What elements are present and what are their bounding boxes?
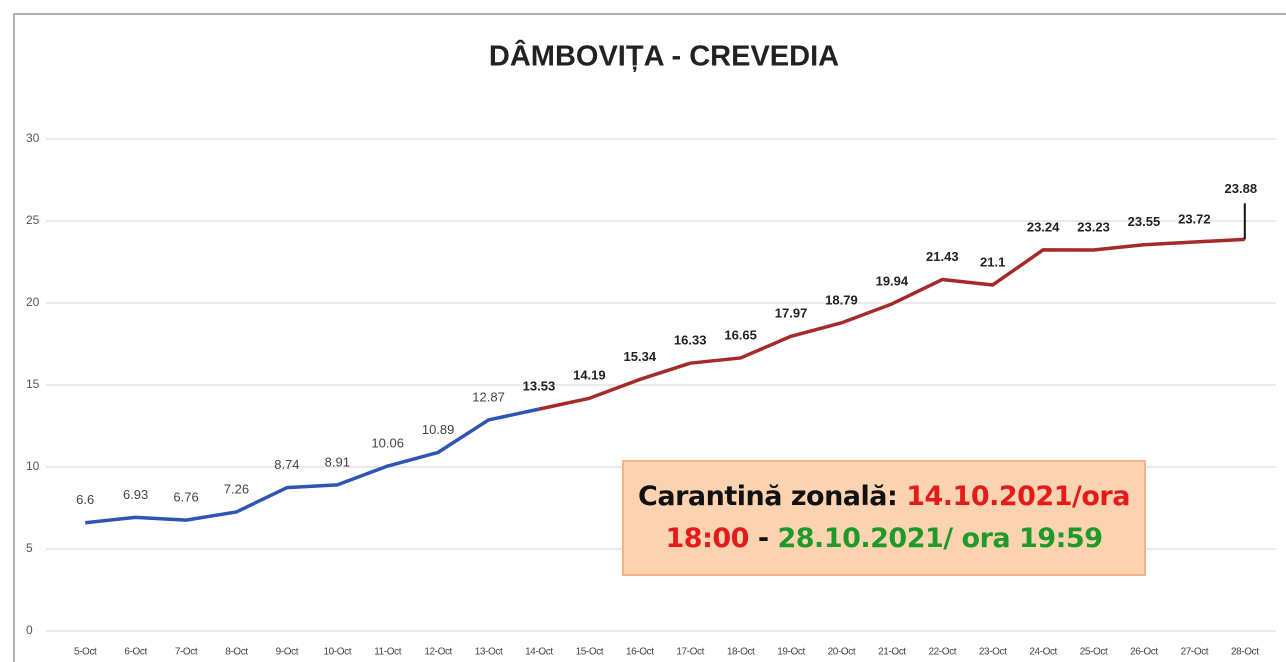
data-label: 17.97: [775, 306, 808, 321]
x-tick-label: 28-Oct: [1231, 647, 1259, 658]
data-label: 8.91: [325, 454, 350, 469]
x-tick-label: 9-Oct: [276, 647, 299, 658]
y-tick-label: 5: [26, 541, 33, 555]
y-tick-label: 20: [26, 295, 40, 309]
data-label: 18.79: [825, 292, 858, 307]
data-label: 12.87: [472, 389, 505, 404]
x-tick-label: 13-Oct: [475, 647, 503, 658]
data-label: 8.74: [274, 457, 299, 472]
x-tick-label: 25-Oct: [1080, 647, 1108, 658]
x-tick-label: 18-Oct: [727, 647, 755, 658]
annotation-text: 14.10.2021/ora: [906, 481, 1130, 512]
data-label: 23.24: [1027, 219, 1060, 234]
chart-title: DÂMBOVIȚA - CREVEDIA: [489, 39, 839, 73]
x-tick-label: 19-Oct: [777, 647, 805, 658]
x-tick-label: 23-Oct: [979, 647, 1007, 658]
data-label: 21.1: [980, 254, 1005, 269]
data-label: 21.43: [926, 249, 959, 264]
x-tick-label: 24-Oct: [1029, 647, 1057, 658]
data-label: 23.23: [1077, 219, 1110, 234]
data-label: 10.06: [371, 435, 404, 450]
x-tick-label: 22-Oct: [928, 647, 956, 658]
x-tick-label: 16-Oct: [626, 647, 654, 658]
data-label: 23.88: [1225, 181, 1258, 196]
data-label: 10.89: [422, 422, 455, 437]
chart-frame: [13, 13, 1286, 662]
x-tick-label: 7-Oct: [175, 647, 198, 658]
y-tick-label: 30: [26, 131, 40, 145]
x-tick-label: 15-Oct: [576, 647, 604, 658]
x-tick-label: 11-Oct: [374, 647, 401, 658]
data-label: 6.76: [173, 490, 198, 505]
data-label: 6.93: [123, 487, 148, 502]
data-label: 13.53: [523, 379, 556, 394]
series-line: [85, 407, 540, 525]
x-tick-label: 6-Oct: [124, 647, 147, 658]
y-tick-label: 25: [26, 213, 40, 227]
annotation-line: Carantină zonală: 14.10.2021/ora: [638, 476, 1130, 518]
y-tick-label: 15: [26, 377, 40, 391]
data-label: 13.53: [523, 379, 556, 394]
data-label: 14.19: [573, 368, 606, 383]
data-label: 15.34: [624, 349, 657, 364]
x-tick-label: 21-Oct: [878, 647, 906, 658]
data-label: 16.33: [674, 333, 707, 348]
x-tick-label: 10-Oct: [323, 647, 351, 658]
data-label: 6.6: [76, 492, 94, 507]
x-tick-label: 27-Oct: [1181, 647, 1209, 658]
x-tick-label: 26-Oct: [1130, 647, 1158, 658]
x-tick-label: 8-Oct: [225, 647, 248, 658]
data-label: 7.26: [224, 481, 249, 496]
y-tick-label: 0: [26, 623, 33, 637]
data-label: 23.55: [1128, 214, 1161, 229]
x-tick-label: 20-Oct: [828, 647, 856, 658]
x-tick-label: 5-Oct: [74, 647, 97, 658]
annotation-line: 18:00 - 28.10.2021/ ora 19:59: [666, 518, 1103, 560]
annotation-text: Carantină zonală:: [638, 481, 907, 512]
annotation-text: 18:00: [665, 523, 750, 554]
x-tick-label: 14-Oct: [525, 647, 553, 658]
x-tick-label: 12-Oct: [424, 647, 452, 658]
x-tick-label: 17-Oct: [676, 647, 704, 658]
data-label: 16.65: [724, 327, 757, 342]
y-tick-label: 10: [26, 459, 40, 473]
data-label: 23.72: [1178, 211, 1211, 226]
data-label: 19.94: [876, 273, 909, 288]
series-line: [538, 237, 1245, 411]
annotation-box: Carantină zonală: 14.10.2021/ora 18:00 -…: [622, 460, 1146, 576]
annotation-text: 28.10.2021/ ora 19:59: [777, 523, 1103, 554]
annotation-text: -: [748, 523, 778, 554]
